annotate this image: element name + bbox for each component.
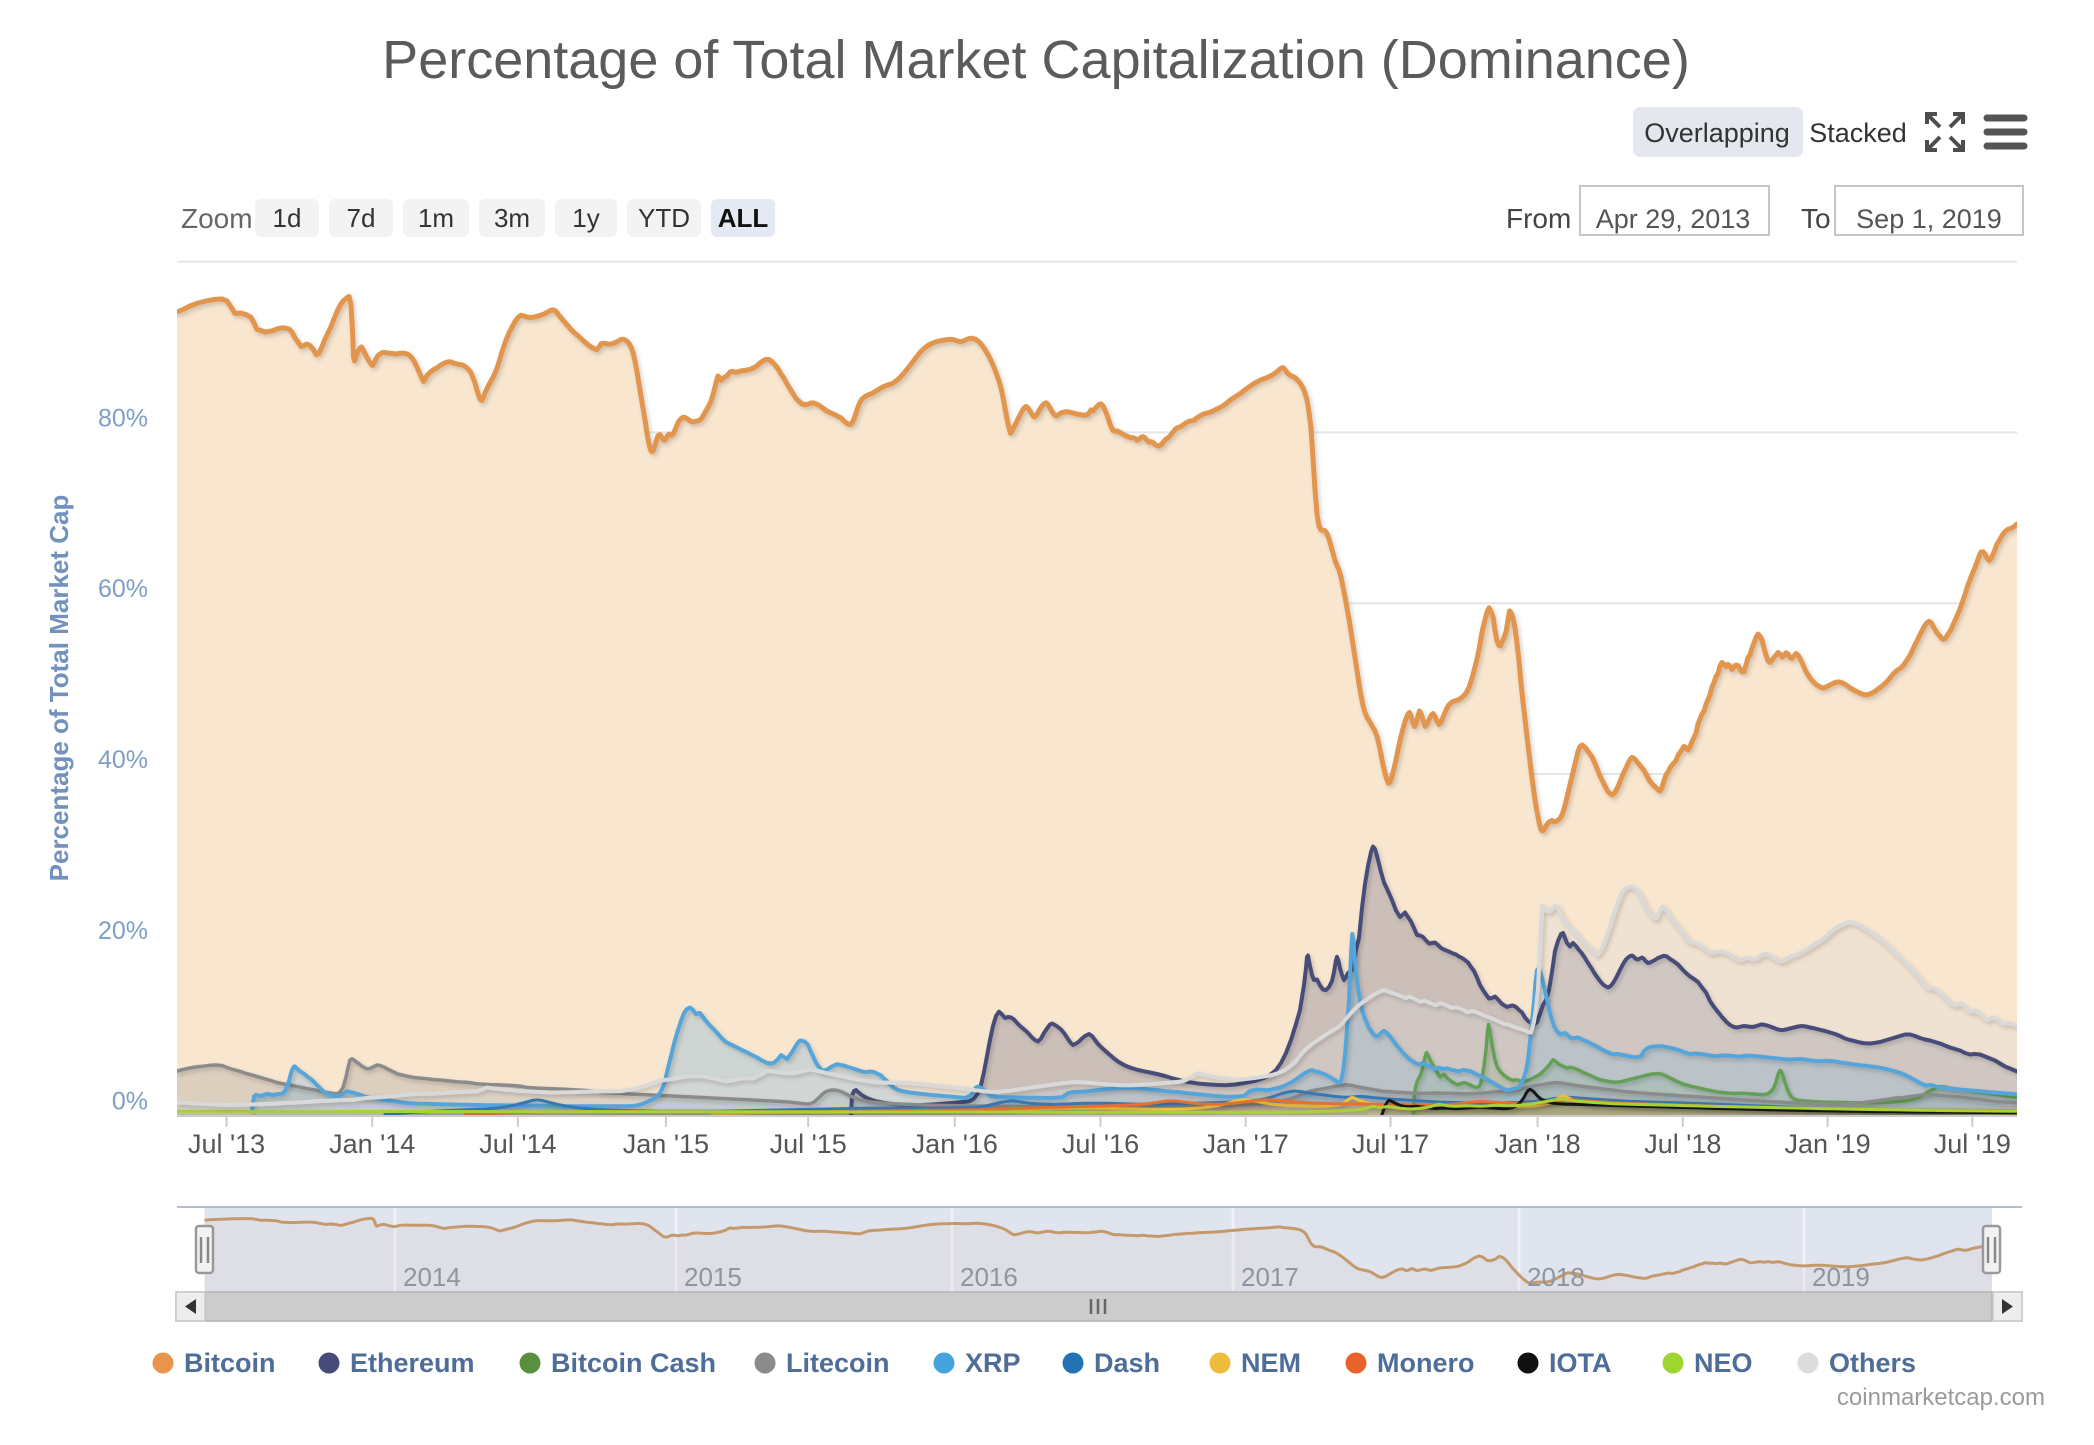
svg-text:Jul '17: Jul '17: [1352, 1129, 1429, 1159]
svg-text:Jan '19: Jan '19: [1784, 1129, 1870, 1159]
svg-text:Jul '16: Jul '16: [1062, 1129, 1139, 1159]
svg-text:XRP: XRP: [965, 1348, 1021, 1378]
svg-text:1d: 1d: [273, 203, 302, 233]
svg-text:40%: 40%: [98, 746, 148, 774]
svg-text:NEM: NEM: [1241, 1348, 1301, 1378]
svg-text:To: To: [1801, 203, 1831, 234]
svg-text:From: From: [1506, 203, 1571, 234]
svg-text:0%: 0%: [112, 1088, 148, 1116]
svg-text:80%: 80%: [98, 404, 148, 432]
svg-text:Ethereum: Ethereum: [350, 1348, 475, 1378]
svg-text:2015: 2015: [684, 1262, 742, 1292]
svg-text:coinmarketcap.com: coinmarketcap.com: [1837, 1384, 2045, 1411]
svg-text:Jul '18: Jul '18: [1644, 1129, 1721, 1159]
svg-text:Zoom: Zoom: [181, 203, 253, 234]
svg-text:NEO: NEO: [1694, 1348, 1753, 1378]
svg-text:Jan '17: Jan '17: [1203, 1129, 1289, 1159]
svg-text:2014: 2014: [403, 1262, 461, 1292]
svg-text:Jan '18: Jan '18: [1494, 1129, 1580, 1159]
svg-text:YTD: YTD: [638, 203, 690, 233]
svg-text:Apr 29, 2013: Apr 29, 2013: [1596, 204, 1751, 234]
svg-text:Monero: Monero: [1377, 1348, 1475, 1378]
svg-text:ALL: ALL: [718, 203, 769, 233]
svg-text:Litecoin: Litecoin: [786, 1348, 890, 1378]
svg-text:Percentage of Total Market Cap: Percentage of Total Market Capitalizatio…: [382, 30, 1690, 90]
svg-text:3m: 3m: [494, 203, 530, 233]
svg-text:Jan '14: Jan '14: [329, 1129, 415, 1159]
svg-text:1y: 1y: [572, 203, 599, 233]
svg-text:Others: Others: [1829, 1348, 1916, 1378]
svg-text:60%: 60%: [98, 575, 148, 603]
svg-text:Jul '14: Jul '14: [479, 1129, 556, 1159]
svg-text:Dash: Dash: [1094, 1348, 1160, 1378]
svg-text:Overlapping: Overlapping: [1644, 118, 1790, 148]
svg-text:Bitcoin: Bitcoin: [184, 1348, 276, 1378]
svg-text:Jul '13: Jul '13: [188, 1129, 265, 1159]
svg-text:Jul '19: Jul '19: [1934, 1129, 2011, 1159]
svg-text:2016: 2016: [960, 1262, 1018, 1292]
svg-text:2017: 2017: [1241, 1262, 1299, 1292]
svg-text:Stacked: Stacked: [1809, 118, 1907, 148]
svg-text:Jan '15: Jan '15: [623, 1129, 709, 1159]
svg-text:IOTA: IOTA: [1549, 1348, 1612, 1378]
svg-text:2018: 2018: [1527, 1262, 1585, 1292]
svg-text:1m: 1m: [418, 203, 454, 233]
svg-text:Percentage of Total Market Cap: Percentage of Total Market Cap: [44, 495, 74, 882]
svg-text:Jan '16: Jan '16: [912, 1129, 998, 1159]
svg-text:20%: 20%: [98, 917, 148, 945]
svg-text:Bitcoin Cash: Bitcoin Cash: [551, 1348, 716, 1378]
svg-text:Sep 1, 2019: Sep 1, 2019: [1856, 204, 2002, 234]
svg-text:7d: 7d: [347, 203, 376, 233]
svg-text:Jul '15: Jul '15: [770, 1129, 847, 1159]
svg-text:2019: 2019: [1812, 1262, 1870, 1292]
